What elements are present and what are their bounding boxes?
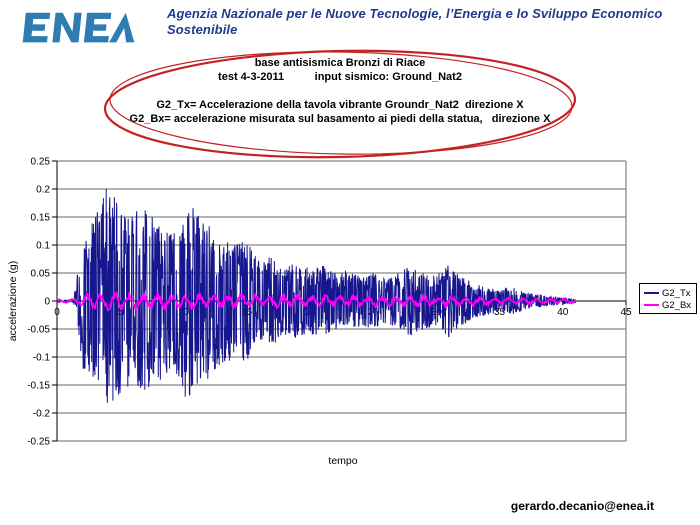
- legend-swatch: [644, 292, 659, 294]
- y-tick-label: 0.2: [36, 185, 50, 196]
- chart-legend: G2_Tx G2_Bx: [639, 283, 697, 314]
- series-G2_Tx: [56, 188, 576, 403]
- legend-swatch: [644, 304, 659, 306]
- enea-logo: [22, 12, 135, 43]
- annotation-line2: test 4-3-2011 input sismico: Ground_Nat2: [218, 71, 462, 83]
- x-tick-label: 45: [620, 307, 632, 318]
- logo-letter-e1: [22, 12, 51, 43]
- y-tick-label: 0.25: [31, 157, 51, 168]
- logo-letter-a: [109, 12, 135, 43]
- test-annotation: base antisismica Bronzi di Riace test 4-…: [90, 56, 590, 126]
- annotation-line3: G2_Tx= Accelerazione della tavola vibran…: [156, 99, 524, 111]
- legend-label: G2_Tx: [662, 287, 691, 299]
- y-tick-label: -0.25: [27, 437, 50, 448]
- y-tick-label: -0.2: [33, 409, 51, 420]
- chart-svg: 0.25 0.2 0.15 0.1 0.05 0 -0.05 -0.1 -0.15 -0.2 -0.…: [7, 157, 632, 468]
- series-G2_Bx: [56, 290, 576, 312]
- y-tick-label: 0: [44, 297, 50, 308]
- y-tick-label: 0.1: [36, 241, 50, 252]
- x-axis-title: tempo: [328, 455, 357, 467]
- y-tick-label: -0.05: [27, 325, 50, 336]
- y-axis-title: accelerazione (g): [7, 261, 19, 342]
- x-tick-label: 30: [431, 307, 443, 318]
- agency-name-line2: Sostenibile: [167, 21, 238, 37]
- agency-name-line1: Agenzia Nazionale per le Nuove Tecnologi…: [167, 6, 663, 21]
- logo-letter-e2: [83, 12, 112, 43]
- y-tick-label: 0.15: [31, 213, 51, 224]
- contact-email: gerardo.decanio@enea.it: [510, 499, 654, 513]
- x-tick-label: 40: [557, 307, 569, 318]
- x-tick-label: 0: [54, 307, 60, 318]
- legend-entry-G2_Bx: G2_Bx: [644, 299, 692, 311]
- annotation-line1: base antisismica Bronzi di Riace: [254, 57, 426, 69]
- legend-entry-G2_Tx: G2_Tx: [644, 287, 692, 299]
- annotation-line4: G2_Bx= accelerazione misurata sul basame…: [129, 113, 551, 125]
- y-tick-label: -0.15: [27, 381, 50, 392]
- series-layer: [56, 188, 576, 403]
- logo-letter-n: [52, 12, 82, 43]
- y-tick-label: -0.1: [33, 353, 51, 364]
- x-tick-label: 35: [494, 307, 506, 318]
- agency-name: Agenzia Nazionale per le Nuove Tecnologi…: [167, 6, 692, 37]
- y-tick-label: 0.05: [31, 269, 51, 280]
- legend-label: G2_Bx: [662, 299, 692, 311]
